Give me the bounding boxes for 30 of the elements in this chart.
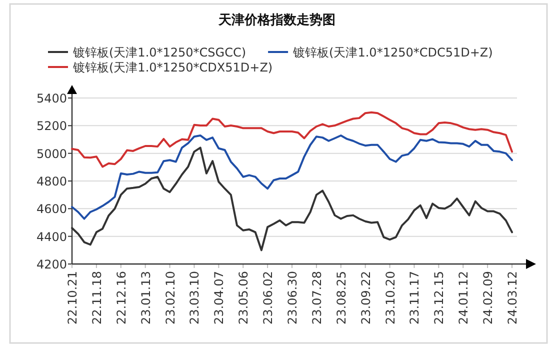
x-tick-label: 24.01.12 <box>456 271 471 324</box>
legend-label: 镀锌板(天津1.0*1250*CDX51D+Z) <box>72 60 273 74</box>
legend-label: 镀锌板(天津1.0*1250*CDC51D+Z) <box>292 46 493 60</box>
y-tick-label: 5400 <box>36 92 67 106</box>
y-tick-label: 4400 <box>36 230 67 244</box>
y-tick-label: 4600 <box>36 202 67 216</box>
x-tick-label: 23.06.30 <box>286 271 300 324</box>
x-tick-label: 23.05.06 <box>236 271 251 324</box>
x-tick-label: 23.03.10 <box>188 271 202 324</box>
x-tick-label: 24.03.12 <box>506 271 520 324</box>
x-tick-label: 23.11.17 <box>408 271 422 324</box>
y-tick-label: 4800 <box>36 174 67 188</box>
x-tick-label: 23.04.07 <box>212 271 226 324</box>
x-tick-label: 22.11.18 <box>90 271 104 324</box>
x-tick-label: 22.10.21 <box>66 271 80 324</box>
legend-label: 镀锌板(天津1.0*1250*CSGCC) <box>72 46 246 60</box>
x-tick-label: 23.08.25 <box>334 271 348 324</box>
y-tick-label: 5000 <box>36 146 67 161</box>
y-tick-label: 4200 <box>36 258 67 272</box>
x-tick-label: 23.10.20 <box>383 271 398 324</box>
x-tick-label: 23.01.13 <box>138 271 153 324</box>
chart-title: 天津价格指数走势图 <box>218 12 336 28</box>
x-tick-label: 23.06.02 <box>261 271 276 324</box>
x-tick-label: 23.12.15 <box>432 271 446 324</box>
x-tick-label: 24.02.09 <box>481 271 496 324</box>
y-tick-label: 5200 <box>36 119 67 134</box>
x-tick-label: 23.09.22 <box>358 271 373 324</box>
x-tick-label: 23.02.10 <box>163 271 178 324</box>
x-tick-label: 22.12.16 <box>114 271 128 324</box>
x-tick-label: 23.07.28 <box>310 271 324 324</box>
